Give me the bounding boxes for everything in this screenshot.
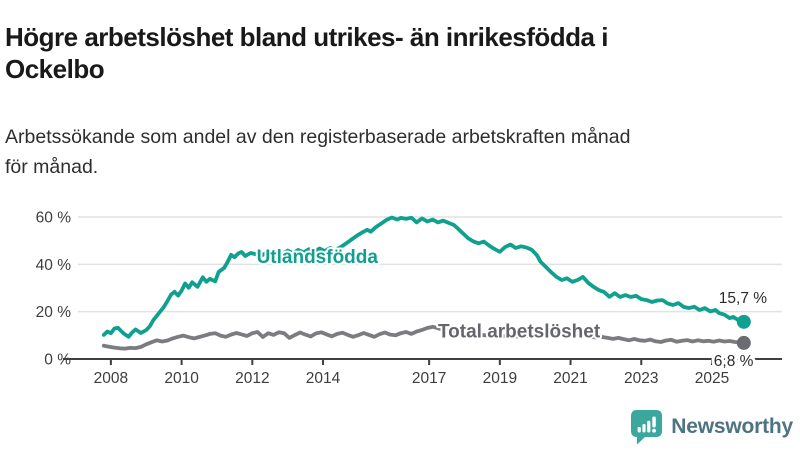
series-end-dot xyxy=(736,314,751,329)
series-label-utlandsf-dda: Utlandsfödda xyxy=(257,247,379,268)
series-line-total-arbetsl-shet xyxy=(101,324,746,351)
x-tick-label: 2012 xyxy=(235,370,269,387)
y-tick-label: 20 % xyxy=(36,304,72,321)
page-title-line1: Högre arbetslöshet bland utrikes- än inr… xyxy=(5,22,608,53)
x-tick-label: 2023 xyxy=(624,370,658,387)
footer-brand[interactable]: Newsworthy xyxy=(630,409,793,445)
chart-subtitle-line2: för månad. xyxy=(5,155,99,178)
y-tick-label: 60 % xyxy=(36,210,72,227)
x-tick-label: 2025 xyxy=(695,370,729,387)
series-label-total-arbetsl-shet: Total arbetslöshet xyxy=(438,322,601,343)
line-chart: 2008 2010 2012 2014 2017 2019 2021 2023 2025 0 % 2… xyxy=(36,210,782,387)
series-end-value-label: 6,8 % xyxy=(714,353,754,370)
x-tick-label: 2008 xyxy=(94,370,128,387)
series-line-utlandsf-dda xyxy=(101,215,746,339)
x-tick-label: 2017 xyxy=(412,370,446,387)
series-end-dot xyxy=(736,335,751,350)
x-tick-label: 2014 xyxy=(306,370,341,387)
page-title: Högre arbetslöshet bland utrikes- än inr… xyxy=(5,21,795,85)
series-end-value-label: 15,7 % xyxy=(719,290,767,307)
x-tick-label: 2021 xyxy=(553,370,587,387)
newsworthy-logo-icon xyxy=(631,410,663,445)
x-tick-label: 2010 xyxy=(164,370,199,387)
y-tick-label: 0 % xyxy=(44,352,71,369)
x-tick-label: 2019 xyxy=(483,370,517,387)
page-title-line2: Ockelbo xyxy=(5,54,105,85)
newsworthy-wordmark: Newsworthy xyxy=(671,415,793,438)
chart-subtitle: Arbetssökande som andel av den registerb… xyxy=(5,122,795,182)
y-tick-label: 40 % xyxy=(36,257,72,274)
chart-subtitle-line1: Arbetssökande som andel av den registerb… xyxy=(5,125,631,148)
